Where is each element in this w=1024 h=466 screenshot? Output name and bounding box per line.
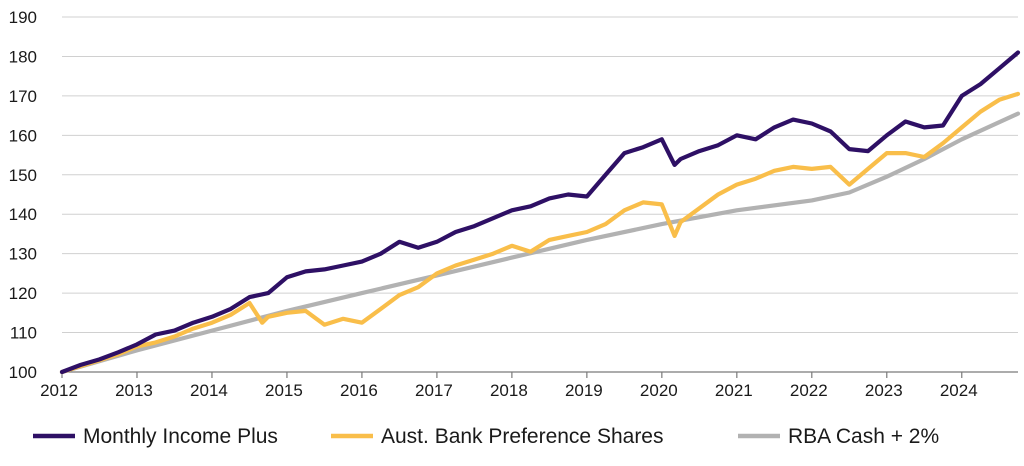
y-tick-label: 170: [9, 87, 37, 106]
x-tick-label: 2016: [340, 381, 378, 400]
x-tick-label: 2018: [490, 381, 528, 400]
y-tick-label: 190: [9, 8, 37, 27]
x-tick-label: 2023: [865, 381, 903, 400]
y-tick-label: 130: [9, 245, 37, 264]
y-tick-label: 110: [10, 324, 37, 343]
x-tick-label: 2019: [565, 381, 603, 400]
series-line-1: [59, 91, 1021, 375]
x-tick-label: 2012: [40, 381, 78, 400]
legend: Monthly Income Plus Aust. Bank Preference…: [33, 425, 939, 448]
y-tick-label: 180: [9, 47, 37, 66]
legend-label: RBA Cash + 2%: [788, 425, 939, 448]
y-tick-label: 140: [9, 205, 37, 224]
x-tick-label: 2024: [940, 381, 978, 400]
series-line-0: [59, 50, 1021, 375]
x-tick-label: 2022: [790, 381, 828, 400]
series-line-2: [59, 111, 1021, 375]
x-tick-label: 2014: [190, 381, 228, 400]
x-tick-label: 2020: [640, 381, 678, 400]
legend-label: Aust. Bank Preference Shares: [381, 425, 664, 448]
y-tick-label: 100: [9, 363, 37, 382]
x-tick-label: 2015: [265, 381, 303, 400]
axes: 100 110 120 130 140 150 160 170 180 190 2012 2013 20…: [9, 8, 1018, 400]
legend-label: Monthly Income Plus: [83, 425, 278, 448]
x-tick-label: 2013: [115, 381, 153, 400]
y-tick-label: 160: [9, 126, 37, 145]
x-tick-label: 2021: [715, 381, 753, 400]
series-lines: [59, 50, 1021, 375]
gridlines: [62, 16, 1018, 334]
y-tick-label: 120: [9, 284, 37, 303]
y-tick-label: 150: [9, 166, 37, 185]
x-tick-label: 2017: [415, 381, 453, 400]
